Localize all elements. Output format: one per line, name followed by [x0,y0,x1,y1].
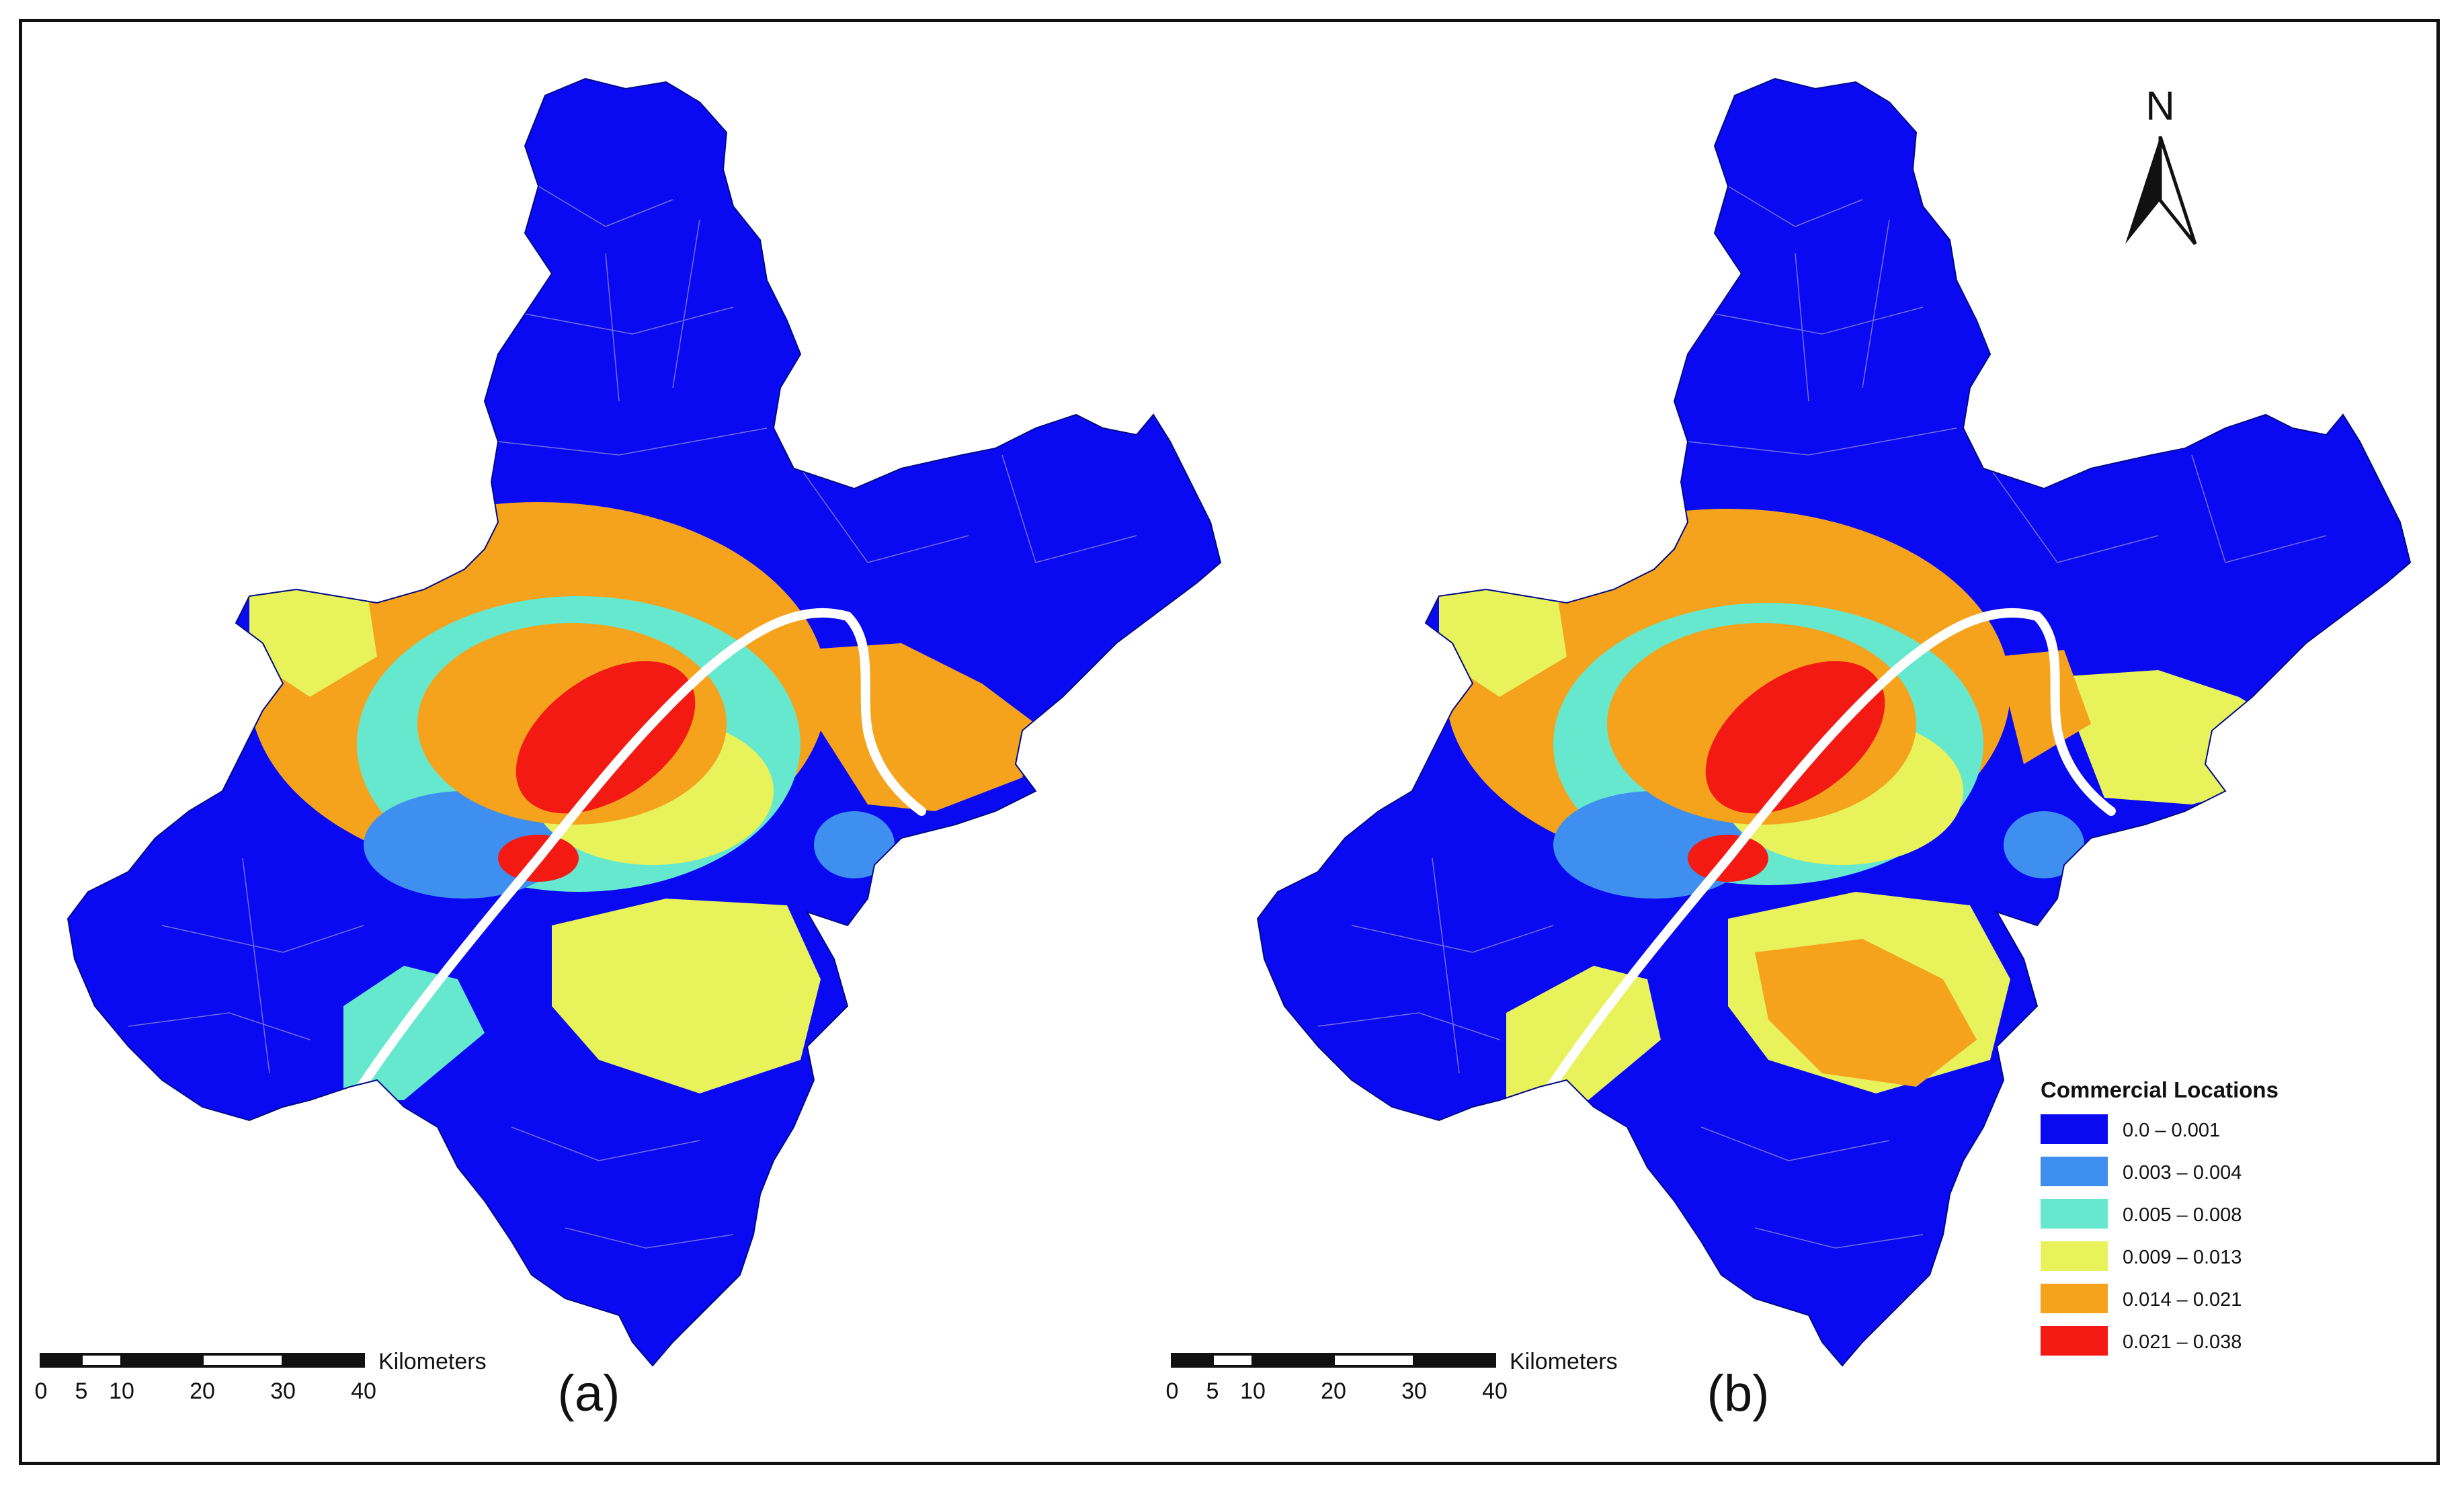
north-arrow-right-half [2158,136,2197,245]
scale-bar-tick-label: 40 [351,1378,376,1404]
legend-title: Commercial Locations [2041,1077,2278,1102]
scale-bar-tick-label: 20 [190,1378,215,1404]
zone-east-blue-b [2004,811,2084,878]
district-boundaries-a [128,185,1137,1249]
zone-southeast-yellow-a [552,899,821,1093]
river-b [1528,608,2116,1118]
scale-bar-tick-label: 5 [1206,1378,1219,1404]
legend-label: 0.003 – 0.004 [2123,1162,2242,1184]
legend-swatch [2041,1114,2108,1144]
choropleth-b [1258,79,2410,1366]
zone-west-yellow-b [1439,569,1567,697]
panel-label-a: (a) [558,1365,620,1422]
scale-bar-unit-label-b: Kilometers [1510,1349,1618,1374]
district-boundaries-b [1317,185,2327,1249]
scale-bar-tick-label: 5 [75,1378,88,1404]
scale-bar-a: Kilometers 0 5 10 20 30 40 [35,1349,487,1404]
scale-bar-segment [80,1353,123,1368]
figure-canvas: N Kilometers 0 5 10 20 30 40 Kilometers 0 5 10 2… [35,78,2411,1422]
legend-swatch [2041,1157,2108,1186]
north-arrow-label: N [2145,83,2174,128]
scale-bar-segment [1171,1353,1214,1368]
scale-bar-b: Kilometers 0 5 10 20 30 40 [1166,1349,1618,1404]
scale-bar-tick-label: 10 [109,1378,134,1404]
zone-core-red-a [516,661,696,814]
scale-bar-segment [282,1353,365,1368]
scale-bar-segment [201,1353,284,1368]
scale-bar-tick-label: 30 [270,1378,296,1404]
legend-swatch [2041,1326,2108,1356]
legend-label: 0.009 – 0.013 [2123,1247,2242,1268]
zone-east-orange-b [1997,650,2091,764]
scale-bar-tick-label: 40 [1482,1378,1508,1404]
zone-east-blue-a [814,811,895,878]
scale-bar-segments-b [1171,1353,1496,1368]
north-arrow-left-half [2125,136,2160,244]
figure-frame: N Kilometers 0 5 10 20 30 40 Kilometers 0 5 10 2… [19,19,2440,1465]
scale-bar-segment [120,1353,204,1368]
zone-east-orange-a [800,643,1036,811]
scale-bar-segment [1211,1353,1254,1368]
scale-bar-ticks-b: 0 5 10 20 30 40 [1166,1378,1508,1404]
scale-bar-tick-label: 10 [1240,1378,1266,1404]
scale-bar-unit-label-a: Kilometers [378,1349,487,1374]
scale-bar-segment [1413,1353,1496,1368]
map-panel-b [1257,78,2411,1366]
scale-bar-tick-label: 0 [35,1378,48,1404]
zone-southeast-orange-b [1755,939,1977,1087]
legend-label: 0.014 – 0.021 [2123,1289,2242,1311]
legend-items: 0.0 – 0.001 0.003 – 0.004 0.005 – 0.008 0.0… [2041,1114,2242,1356]
map-panel-a [67,78,1221,1366]
scale-bar-tick-label: 20 [1321,1378,1346,1404]
choropleth-a [68,79,1221,1366]
legend-label: 0.0 – 0.001 [2123,1120,2220,1141]
legend: Commercial Locations 0.0 – 0.001 0.003 – … [2041,1077,2278,1356]
river-a [339,608,926,1118]
scale-bar-tick-label: 30 [1401,1378,1427,1404]
scale-bar-segment [40,1353,83,1368]
zone-core-red-b [1705,661,1885,814]
legend-swatch [2041,1241,2108,1271]
scale-bar-segments-a [40,1353,365,1368]
legend-swatch [2041,1199,2108,1229]
panel-label-b: (b) [1707,1365,1770,1422]
scale-bar-tick-label: 0 [1166,1378,1179,1404]
zone-west-yellow-a [249,569,377,697]
legend-label: 0.021 – 0.038 [2123,1331,2242,1353]
legend-swatch [2041,1284,2108,1313]
scale-bar-segment [1251,1353,1335,1368]
scale-bar-ticks-a: 0 5 10 20 30 40 [35,1378,376,1404]
north-arrow: N [2125,83,2197,245]
scale-bar-segment [1332,1353,1415,1368]
legend-label: 0.005 – 0.008 [2123,1204,2242,1226]
